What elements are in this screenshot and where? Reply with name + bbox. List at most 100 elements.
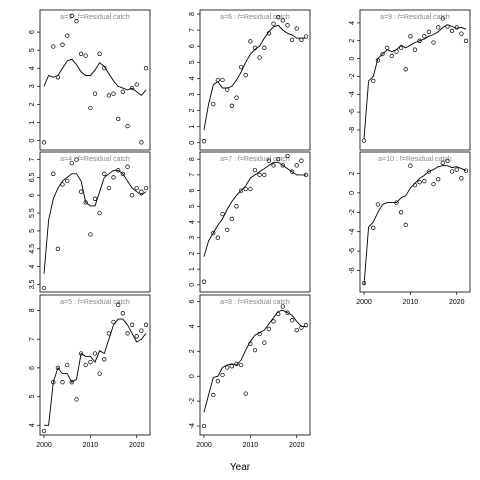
observation-point <box>97 51 102 56</box>
panel-3: a=6 : f=Residual catch 0 1 2 3 4 5 6 7 8 <box>189 9 311 151</box>
y-tick-label: 1 <box>29 120 36 124</box>
observation-point <box>285 310 290 315</box>
observation-point <box>271 163 276 168</box>
observation-point <box>394 49 399 54</box>
observation-point <box>422 34 427 39</box>
y-tick-label: -6 <box>349 248 356 254</box>
observation-point <box>243 391 248 396</box>
observation-point <box>454 167 459 172</box>
observation-point <box>92 351 98 356</box>
x-tick-label: 2000 <box>36 442 52 449</box>
observation-point <box>294 163 299 168</box>
observation-point <box>440 160 445 165</box>
y-tick-label: 5 <box>189 60 196 64</box>
observation-point <box>143 66 149 71</box>
observation-point <box>220 77 225 83</box>
observation-point <box>116 116 121 122</box>
y-tick-label: 6 <box>189 299 196 303</box>
panel-frame <box>359 151 471 293</box>
fitted-line <box>43 58 147 97</box>
observation-point <box>78 189 84 194</box>
observation-point <box>41 140 47 145</box>
observation-point <box>412 47 418 52</box>
observation-point <box>120 311 125 316</box>
panel-1: a=4 : f=Residual catch 3.5 4 4.5 5 5.5 6 6.5 7 <box>29 151 151 293</box>
x-tick-label: 2020 <box>449 299 465 306</box>
observation-point <box>375 202 381 207</box>
observation-point <box>463 168 469 173</box>
observation-point <box>431 181 436 187</box>
observation-point <box>225 227 230 233</box>
observation-point <box>51 380 56 385</box>
observation-point <box>88 359 93 365</box>
observation-point <box>143 185 149 191</box>
observation-point <box>389 53 394 59</box>
observation-point <box>243 186 248 192</box>
observation-point <box>229 216 234 222</box>
observation-point <box>289 318 295 323</box>
panel-6: a=9 : f=Residual catch -8 -6 -4 -2 0 2 4 <box>349 9 471 151</box>
observation-point <box>106 331 112 336</box>
observation-point <box>78 351 84 356</box>
observation-point <box>271 319 276 324</box>
y-tick-label: 8 <box>189 157 196 161</box>
observation-point <box>299 158 304 163</box>
x-tick-label: 2020 <box>289 442 305 449</box>
observation-point <box>436 177 441 182</box>
observation-point <box>445 158 450 164</box>
y-tick-label: 5 <box>29 48 36 52</box>
observation-point <box>252 45 258 50</box>
observation-point <box>440 16 445 21</box>
observation-point <box>111 319 116 325</box>
panel-4: a=7 : f=Residual catch 0 1 2 3 4 5 6 7 8 <box>189 151 311 293</box>
observation-point <box>65 362 70 368</box>
observation-point <box>426 169 432 174</box>
observation-point <box>129 85 135 91</box>
observation-point <box>234 361 239 366</box>
observation-point <box>106 93 112 98</box>
observation-point <box>97 371 102 376</box>
observation-point <box>92 91 98 96</box>
observation-point <box>248 39 253 44</box>
y-tick-label: 6 <box>29 193 36 197</box>
observation-point <box>220 372 225 378</box>
observation-point <box>299 325 304 330</box>
y-tick-label: 4 <box>29 423 36 427</box>
y-tick-label: 6 <box>189 44 196 48</box>
panel-frame <box>39 151 151 293</box>
observation-point <box>238 64 244 70</box>
observation-point <box>299 37 304 42</box>
observation-point <box>69 13 74 18</box>
y-tick-label: 2 <box>29 102 36 106</box>
observation-point <box>83 53 88 58</box>
observation-point <box>289 169 295 174</box>
observation-point <box>229 364 234 369</box>
y-tick-label: 7 <box>29 337 36 341</box>
observation-point <box>280 304 285 309</box>
fitted-line <box>203 161 306 257</box>
y-tick-label: 5 <box>189 204 196 208</box>
observation-point <box>51 44 56 49</box>
observation-point <box>271 21 276 26</box>
observation-point <box>266 158 272 163</box>
y-tick-label: 0 <box>189 374 196 378</box>
y-tick-label: 5.5 <box>29 208 36 218</box>
observation-point <box>55 365 61 371</box>
observation-point <box>41 428 47 434</box>
y-tick-label: 1 <box>189 267 196 271</box>
observation-point <box>215 77 221 83</box>
panel-title: a=5 : f=Residual catch <box>60 299 130 306</box>
panel-title: a=8 : f=Residual catch <box>220 299 290 306</box>
observation-point <box>201 139 207 144</box>
y-tick-label: 4 <box>29 265 36 269</box>
panel-title: a=6 : f=Residual catch <box>220 14 290 21</box>
observation-point <box>252 167 258 173</box>
y-tick-label: 2 <box>189 109 196 113</box>
observation-point <box>78 51 84 56</box>
observation-point <box>276 15 281 20</box>
observation-point <box>257 331 262 337</box>
y-tick-label: -4 <box>349 91 356 97</box>
observation-point <box>459 176 464 181</box>
y-tick-label: 4 <box>189 220 196 224</box>
